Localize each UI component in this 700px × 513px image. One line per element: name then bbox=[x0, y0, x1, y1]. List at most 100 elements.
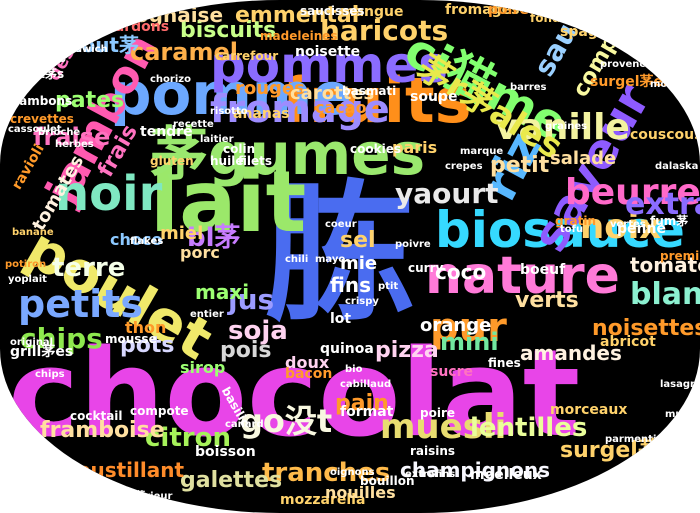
word-extra: extra bbox=[625, 187, 700, 222]
word-soupe: soupe bbox=[410, 89, 458, 105]
word-pots: pots bbox=[120, 333, 175, 358]
word-cafe: cafe bbox=[610, 469, 634, 480]
word-champignons: champignons bbox=[400, 458, 551, 482]
word-cookies: cookies bbox=[350, 142, 401, 156]
word-beurre: beurre bbox=[565, 172, 700, 213]
word-fondant: fondant bbox=[530, 11, 583, 25]
word-croustillant: croustillant bbox=[55, 458, 185, 482]
word-noisette: noisette bbox=[295, 44, 361, 60]
word-raisins: raisins bbox=[410, 444, 456, 458]
word-chips: chips bbox=[20, 322, 103, 355]
word-crevettes: crevettes bbox=[10, 112, 74, 126]
word-barres: barres bbox=[510, 82, 547, 93]
word-haricots: haricots bbox=[320, 14, 449, 47]
word-terre: terre bbox=[52, 253, 126, 283]
word-ananas: ananas bbox=[233, 106, 290, 122]
word-verts: verts bbox=[515, 288, 579, 313]
word-lot: lot bbox=[330, 311, 352, 327]
word-cassoulet: cassoulet bbox=[8, 124, 62, 135]
word-tendre: tendre bbox=[140, 124, 193, 140]
word-pates: pates bbox=[55, 88, 125, 113]
word-noir: noir bbox=[55, 166, 163, 222]
word-petit: petit bbox=[490, 153, 550, 178]
word-veloute: velout茅 bbox=[48, 33, 139, 57]
word-curry: curry bbox=[408, 261, 444, 275]
word-original: original bbox=[10, 337, 54, 348]
word-extrafins: extrafins bbox=[405, 469, 456, 480]
word-vanille: vanille bbox=[495, 107, 630, 148]
word-citron: citron bbox=[145, 423, 231, 453]
word-mangue: mangue bbox=[340, 4, 404, 20]
word-muesli: muesli bbox=[380, 407, 507, 447]
word-amandes: amandes bbox=[520, 341, 622, 365]
word-thon: thon bbox=[125, 318, 167, 337]
word-flakes: flakes bbox=[130, 236, 164, 247]
word-fruits: fruits bbox=[282, 64, 472, 137]
word-mozzarella: mozzarella bbox=[280, 492, 366, 508]
word-galettes: galettes bbox=[180, 468, 283, 493]
word-cabillaud: cabillaud bbox=[340, 379, 392, 390]
word-fume: fum茅 bbox=[650, 214, 689, 228]
word-bolognaise: bolognaise bbox=[100, 3, 224, 27]
word-porc: porc bbox=[180, 243, 220, 262]
word-gout: go没t bbox=[240, 402, 333, 440]
word-hu: 胨 bbox=[265, 168, 416, 342]
word-marque: marque bbox=[460, 146, 504, 157]
word-poireaux: poireaux bbox=[488, 2, 558, 18]
word-fromages: fromages bbox=[445, 2, 520, 18]
word-recette: recette bbox=[173, 119, 214, 130]
word-tofu: tofu bbox=[560, 224, 584, 235]
word-morceaux: morceaux bbox=[550, 402, 628, 418]
word-ajoutes: ajout茅s bbox=[12, 51, 66, 65]
word-paris: paris bbox=[392, 138, 438, 157]
word-nature: nature bbox=[425, 246, 620, 306]
word-chili: chili bbox=[285, 254, 309, 265]
word-fraise: fraise bbox=[33, 123, 111, 151]
word-maxi: maxi bbox=[195, 280, 250, 304]
word-banane: banane bbox=[12, 227, 54, 238]
word-potiron: potiron bbox=[5, 259, 47, 270]
word-gratin: gratin bbox=[555, 214, 596, 228]
word-pain: pain bbox=[335, 391, 389, 416]
word-lentilles: lentilles bbox=[470, 413, 588, 443]
word-laitier: laitier bbox=[200, 134, 234, 145]
word-fins: fins bbox=[330, 273, 371, 297]
word-soja: soja bbox=[228, 316, 288, 346]
word-monoprix: monoprix bbox=[650, 79, 700, 90]
word-poire: poire bbox=[420, 406, 456, 420]
word-crispy: crispy bbox=[345, 296, 379, 307]
word-ble: bl茅 bbox=[187, 223, 241, 253]
word-rouges: rouges bbox=[235, 78, 305, 99]
word-muffins: muffins bbox=[665, 409, 700, 420]
word-huile: huile bbox=[210, 154, 244, 168]
word-orange: orange bbox=[420, 315, 492, 336]
word-mie: mie bbox=[340, 253, 378, 274]
word-tagliatelles: tagliatelles bbox=[560, 2, 649, 18]
word-framboise: framboise bbox=[40, 418, 165, 443]
word-carrefour: carrefour bbox=[215, 49, 279, 63]
word-format: format bbox=[340, 404, 394, 420]
word-noix: noix bbox=[580, 207, 662, 247]
word-poivre: poivre bbox=[395, 239, 431, 250]
word-surgele: surgel茅 bbox=[560, 438, 660, 463]
word-blanc: blanc bbox=[630, 277, 700, 312]
word-vertes: vertes bbox=[610, 219, 646, 230]
word-bebe: b茅bé bbox=[640, 469, 672, 480]
word-petits: petits bbox=[18, 282, 143, 326]
word-spaghetti: spaghetti bbox=[560, 24, 636, 40]
word-premium: premium bbox=[660, 249, 700, 263]
word-canard: canard bbox=[225, 419, 264, 430]
word-sandwich: sandwich bbox=[55, 44, 108, 55]
word-doux: doux bbox=[285, 353, 330, 372]
word-penne: penne bbox=[617, 221, 666, 237]
word-quinoa: quinoa bbox=[320, 341, 374, 357]
word-abricot: abricot bbox=[600, 334, 656, 350]
word-gluten: gluten bbox=[150, 154, 194, 168]
word-legumes: 茅gumes bbox=[150, 120, 426, 188]
word-pur: pur bbox=[430, 305, 507, 351]
word-provence: provence bbox=[600, 59, 653, 70]
word-compote: compote bbox=[130, 404, 189, 418]
word-lasagnes: lasagnes bbox=[660, 379, 700, 390]
word-emmental: emmental bbox=[235, 3, 360, 28]
